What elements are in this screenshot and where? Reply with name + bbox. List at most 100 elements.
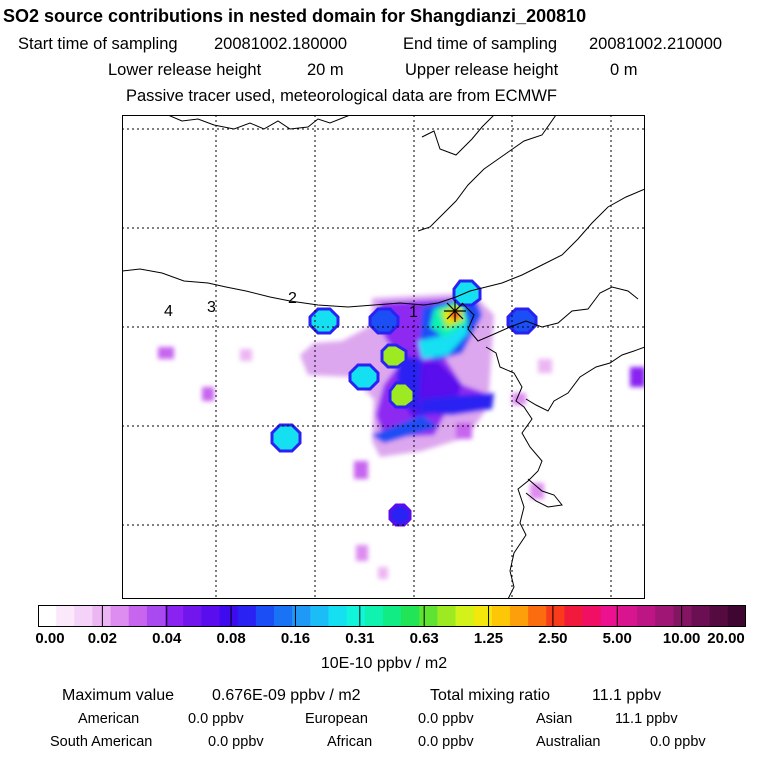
colorbar-cell: [292, 605, 311, 627]
star-stroke: [446, 302, 464, 320]
colorbar-cells: [38, 605, 746, 627]
colorbar-tick-label: 2.50: [538, 630, 568, 647]
region-european-name: European: [305, 711, 368, 727]
colorbar-cell: [637, 605, 656, 627]
blob-south-2: [356, 545, 368, 561]
colorbar-cell: [255, 605, 275, 627]
region-african-name: African: [327, 734, 373, 750]
source-marker: [348, 363, 380, 391]
colorbar-cell: [56, 605, 75, 627]
coastline: [122, 115, 645, 599]
plume-blue-tail: [372, 415, 438, 443]
colorbar-cell: [183, 605, 202, 627]
source-marker: [388, 503, 412, 527]
colorbar-cell: [437, 605, 457, 627]
colorbar-cell: [564, 605, 584, 627]
region-label-2: 2: [288, 290, 297, 307]
map-frame: [122, 115, 645, 599]
blob-east-edge: [630, 367, 645, 387]
colorbar-tick-label: 20.00: [707, 630, 745, 647]
end-time-label: End time of sampling: [403, 35, 558, 53]
blob-west-2: [240, 349, 252, 361]
max-value-label: Maximum value: [62, 687, 175, 704]
colorbar-cell: [237, 605, 257, 627]
region-label-3: 3: [207, 299, 216, 316]
lower-release-label: Lower release height: [108, 61, 262, 79]
region-south-american-value: 0.0 ppbv: [208, 734, 264, 750]
colorbar-tick-label: 5.00: [602, 630, 632, 647]
plot-title: SO2 source contributions in nested domai…: [3, 6, 587, 26]
region-asian-name: Asian: [536, 711, 573, 727]
blob-coast-1: [530, 483, 544, 499]
colorbar-cell: [364, 605, 384, 627]
colorbar-cell: [600, 605, 620, 627]
region-african-value: 0.0 ppbv: [418, 734, 474, 750]
blob-west-1: [158, 347, 174, 359]
colorbar-tick-label: 0.04: [152, 630, 182, 647]
region-american-value: 0.0 ppbv: [188, 711, 244, 727]
colorbar-cell: [727, 605, 746, 627]
colorbar-cell: [618, 605, 638, 627]
lat-lon-grid: [122, 115, 645, 599]
colorbar-tick-label: 0.31: [345, 630, 375, 647]
colorbar-cell: [219, 605, 239, 627]
colorbar-tick-label: 0.00: [35, 630, 65, 647]
colorbar-cell: [274, 605, 293, 627]
colorbar-cell: [110, 605, 130, 627]
source-marker: [270, 423, 302, 453]
receptor-star-marker: [444, 300, 466, 322]
colorbar-cell: [310, 605, 330, 627]
source-marker: [380, 343, 408, 369]
colorbar-cell: [473, 605, 493, 627]
region-asian-value: 11.1 ppbv: [615, 711, 678, 727]
coast-east: [485, 346, 543, 599]
colorbar-cell: [419, 605, 438, 627]
blob-south-3: [378, 567, 388, 579]
lower-release-value: 20 m: [307, 61, 344, 79]
blob-south-1: [354, 461, 368, 479]
blob-coast-2: [512, 393, 526, 405]
region-european-value: 0.0 ppbv: [418, 711, 474, 727]
colorbar-cell: [346, 605, 366, 627]
coast-bay: [525, 346, 645, 412]
colorbar-cell: [655, 605, 674, 627]
colorbar-cell: [528, 605, 547, 627]
colorbar-cell: [582, 605, 602, 627]
colorbar-cell: [709, 605, 729, 627]
plume-blue-band: [418, 393, 494, 415]
region-american-name: American: [78, 711, 140, 727]
start-time-value: 20081002.180000: [214, 35, 348, 53]
region-australian-value: 0.0 ppbv: [650, 734, 706, 750]
colorbar-tick-label: 0.02: [87, 630, 117, 647]
total-mixing-label: Total mixing ratio: [430, 687, 551, 704]
colorbar-cell: [673, 605, 693, 627]
colorbar-cell: [691, 605, 711, 627]
colorbar-cell: [146, 605, 166, 627]
region-south-american-name: South American: [50, 734, 153, 750]
upper-release-value: 0 m: [610, 61, 638, 79]
border-northeast: [421, 115, 495, 156]
colorbar-frame: [38, 605, 746, 627]
colorbar-cell: [510, 605, 529, 627]
colorbar-cell: [546, 605, 566, 627]
start-time-label: Start time of sampling: [18, 35, 178, 53]
colorbar-units: 10E-10 ppbv / m2: [320, 655, 448, 672]
blob-coast-3: [538, 359, 552, 373]
border-hill: [417, 115, 557, 232]
colorbar-cell: [38, 605, 57, 627]
colorbar-cell: [165, 605, 184, 627]
colorbar-tick-label: 0.08: [216, 630, 246, 647]
border-north: [122, 188, 645, 308]
colorbar-tick-label: 1.25: [473, 630, 504, 647]
colorbar-cell: [455, 605, 475, 627]
total-mixing-value: 11.1 ppbv: [592, 687, 662, 704]
meteorology-note: Passive tracer used, meteorological data…: [126, 87, 557, 105]
colorbar-tick-label: 10.00: [662, 630, 701, 647]
colorbar-cell: [74, 605, 94, 627]
colorbar-cell: [401, 605, 420, 627]
end-time-value: 20081002.210000: [589, 35, 723, 53]
colorbar-cell: [382, 605, 402, 627]
coast-peninsula: [525, 478, 563, 508]
source-marker: [388, 381, 416, 409]
region-label-1: 1: [409, 304, 418, 321]
